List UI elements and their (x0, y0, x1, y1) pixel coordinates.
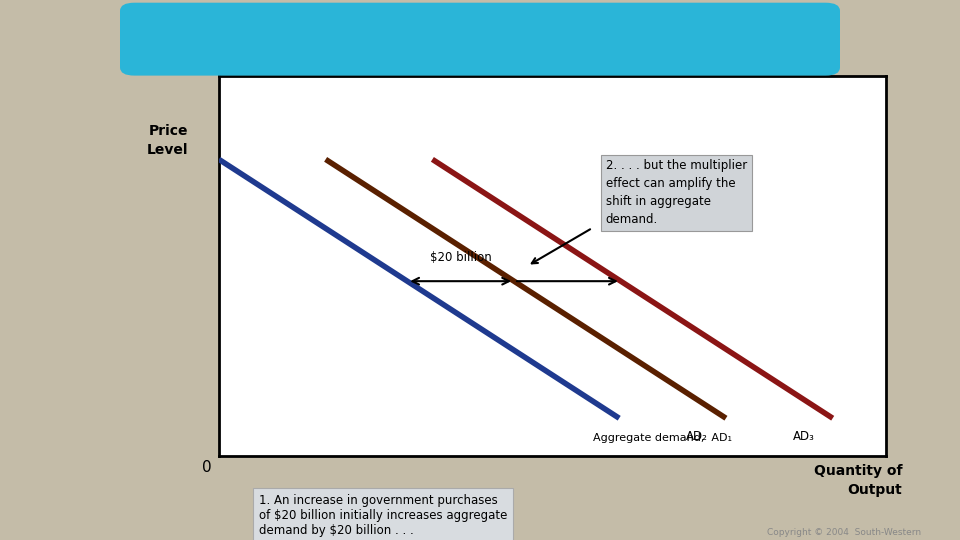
Text: 1. An increase in government purchases
of $20 billion initially increases aggreg: 1. An increase in government purchases o… (259, 494, 508, 537)
Text: $20 billion: $20 billion (430, 251, 492, 264)
Text: AD₃: AD₃ (793, 430, 814, 443)
Text: Aggregate demand,  AD₁: Aggregate demand, AD₁ (592, 434, 732, 443)
Text: Quantity of
Output: Quantity of Output (814, 464, 902, 497)
Text: 0: 0 (202, 460, 211, 475)
Text: 2. . . . but the multiplier
effect can amplify the
shift in aggregate
demand.: 2. . . . but the multiplier effect can a… (606, 159, 747, 226)
Text: Figure 4 The Multiplier Effect: Figure 4 The Multiplier Effect (182, 29, 573, 52)
Text: Copyright © 2004  South-Western: Copyright © 2004 South-Western (767, 528, 922, 537)
Text: AD₂: AD₂ (685, 430, 708, 443)
Text: Price
Level: Price Level (147, 124, 189, 157)
